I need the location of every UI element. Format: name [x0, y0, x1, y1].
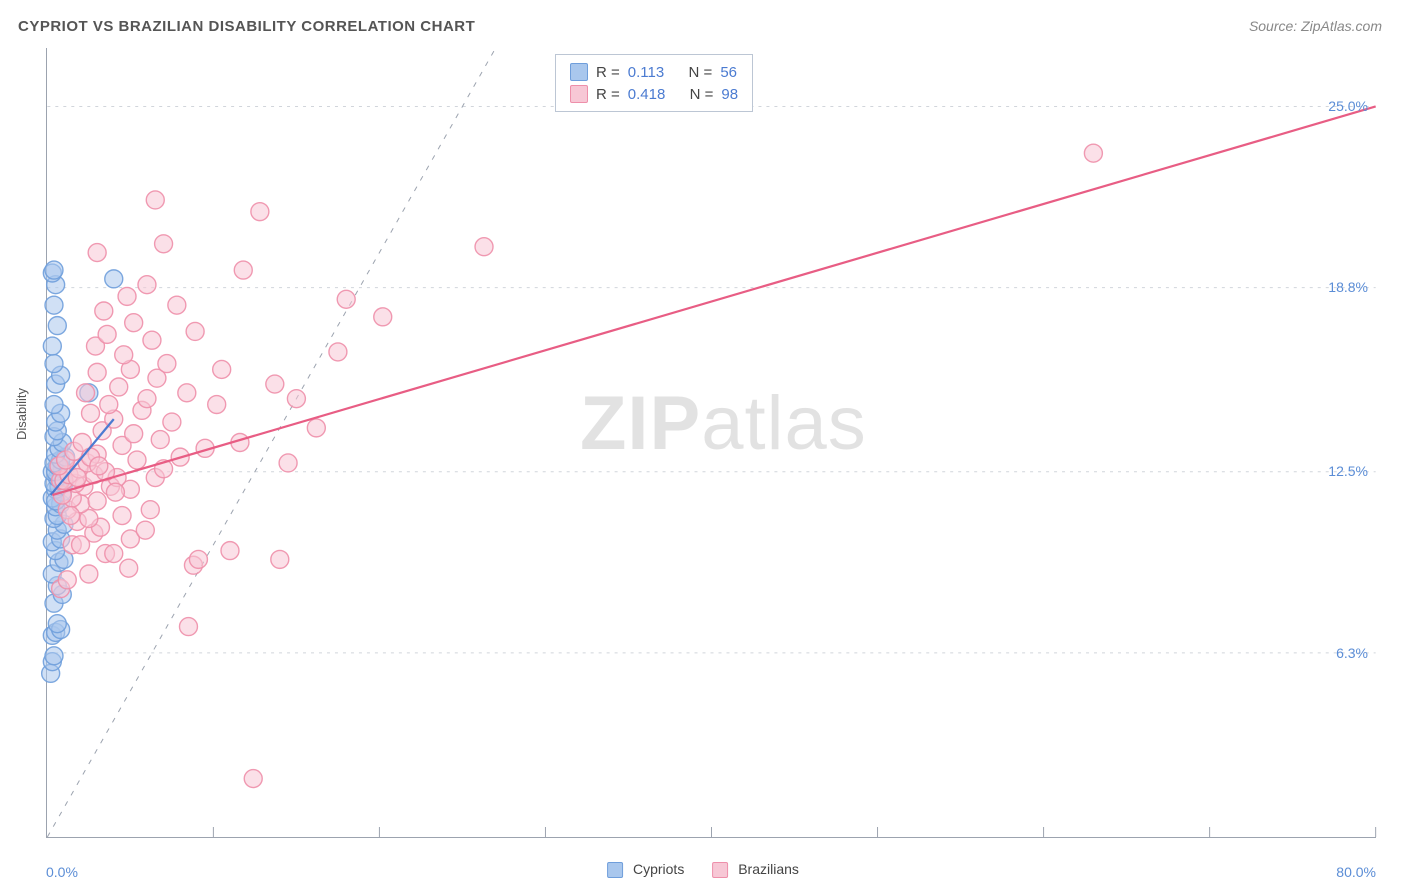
- stats-r-value-1: 0.113: [628, 64, 664, 81]
- stats-row-1: R = 0.113 N = 56: [570, 61, 738, 83]
- bottom-legend: Cypriots Brazilians: [607, 861, 799, 878]
- legend-label-brazilians: Brazilians: [738, 861, 799, 877]
- x-axis-max-label: 80.0%: [1336, 864, 1376, 880]
- y-axis-label: Disability: [14, 388, 29, 440]
- stats-row-2: R = 0.418 N = 98: [570, 83, 738, 105]
- stats-swatch-cypriots: [570, 63, 588, 81]
- scatter-plot-svg: [47, 48, 1376, 837]
- stats-r-value-2: 0.418: [628, 86, 666, 103]
- stats-n-label: N =: [690, 86, 714, 103]
- stats-r-label: R =: [596, 64, 620, 81]
- legend-swatch-cypriots: [607, 862, 623, 878]
- source-attribution: Source: ZipAtlas.com: [1249, 18, 1382, 34]
- chart-title: CYPRIOT VS BRAZILIAN DISABILITY CORRELAT…: [18, 18, 475, 35]
- plot-area: [46, 48, 1376, 838]
- legend-label-cypriots: Cypriots: [633, 861, 684, 877]
- y-tick-label: 12.5%: [1328, 463, 1368, 479]
- stats-n-label: N =: [689, 64, 713, 81]
- legend-item-cypriots: Cypriots: [607, 861, 684, 878]
- stats-swatch-brazilians: [570, 85, 588, 103]
- stats-n-value-2: 98: [721, 86, 738, 103]
- stats-box: R = 0.113 N = 56 R = 0.418 N = 98: [555, 54, 753, 112]
- legend-swatch-brazilians: [712, 862, 728, 878]
- legend-item-brazilians: Brazilians: [712, 861, 799, 878]
- stats-r-label: R =: [596, 86, 620, 103]
- y-tick-label: 18.8%: [1328, 279, 1368, 295]
- chart-container: CYPRIOT VS BRAZILIAN DISABILITY CORRELAT…: [0, 0, 1406, 892]
- x-axis-min-label: 0.0%: [46, 864, 78, 880]
- stats-n-value-1: 56: [720, 64, 737, 81]
- y-tick-label: 25.0%: [1328, 98, 1368, 114]
- y-tick-label: 6.3%: [1336, 645, 1368, 661]
